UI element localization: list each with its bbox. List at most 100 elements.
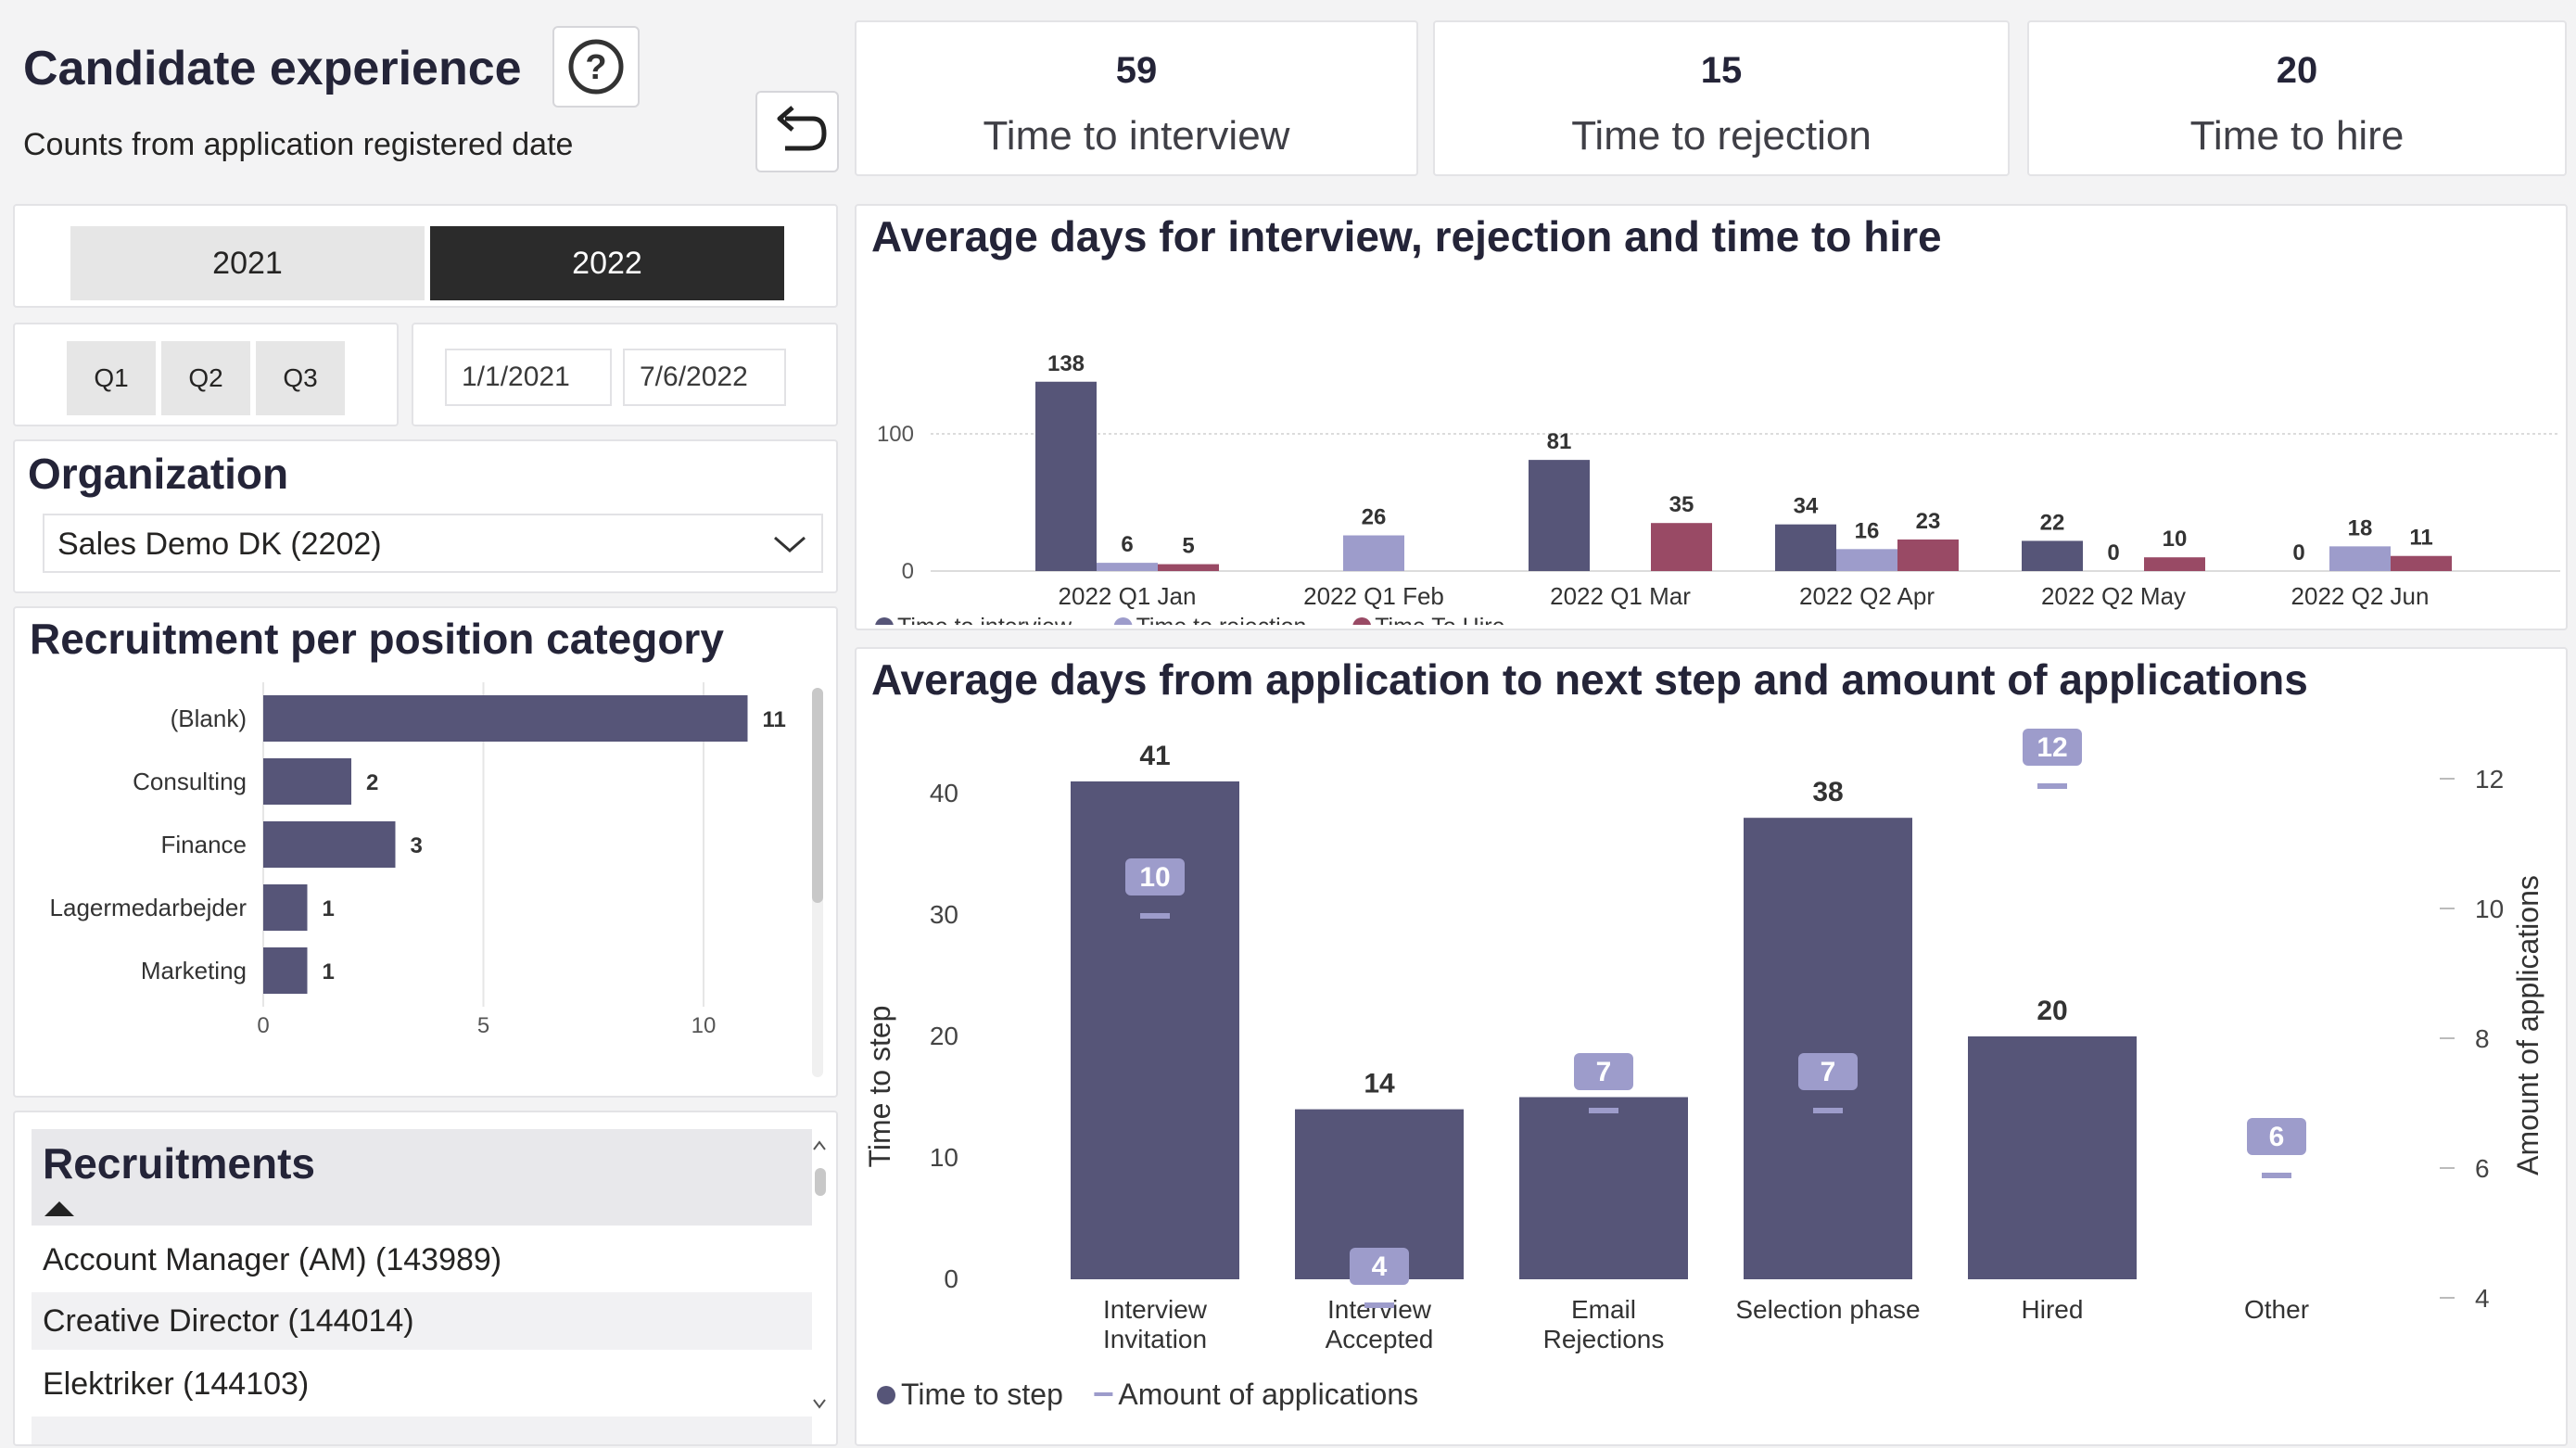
y2-tick-label: 8 [2475,1024,2490,1053]
y-tick-label: 100 [877,422,914,447]
organization-dropdown[interactable]: Sales Demo DK (2202) [43,514,823,573]
kpi-value: 20 [2276,50,2318,91]
data-label-box [2247,1118,2306,1155]
scrollbar-thumb[interactable] [812,688,823,903]
page-subtitle: Counts from application registered date [23,127,574,162]
bar [263,947,308,994]
x-tick-label: 2022 Q1 Mar [1550,582,1691,610]
x-tick-label: Interview [1327,1295,1432,1324]
data-label: 1 [323,959,335,984]
data-label: 7 [1821,1057,1836,1087]
recruitment-item[interactable]: Account Manager (AM) (143989) [43,1241,502,1277]
bar [263,758,351,805]
bar [2022,540,2083,571]
y2-tick-label: 4 [2475,1284,2490,1313]
x-tick-label: Invitation [1103,1325,1207,1353]
data-label: 35 [1669,492,1694,517]
y2-tick-label: 10 [2475,895,2504,923]
y-tick-label: 0 [944,1264,958,1293]
quarter-slicer: Q1 Q2 Q3 [13,323,399,426]
data-label-box [1125,858,1185,895]
bar [263,695,748,742]
date-from-input[interactable]: 1/1/2021 [445,349,612,406]
undo-button[interactable] [755,91,839,172]
kpi-label: Time to rejection [1571,113,1872,159]
data-label: 18 [2348,515,2373,540]
steps-title: Average days from application to next st… [871,655,2308,704]
legend-label: Time to interview [897,614,1072,625]
chevron-down-icon [774,536,806,553]
data-label: 34 [1794,494,1819,519]
position-category-title: Recruitment per position category [30,615,724,663]
kpi-card-time-to-rejection: 15 Time to rejection [1433,20,2010,176]
y-axis-title: Time to step [863,1006,896,1168]
quarter-button-q3[interactable]: Q3 [256,341,345,415]
svg-text:?: ? [585,48,606,87]
x-tick-label: 0 [257,1013,269,1038]
bar [1071,781,1239,1279]
bar [2391,555,2452,571]
data-label: 12 [2037,732,2067,763]
x-tick-label: 2022 Q1 Jan [1059,582,1197,610]
bar [1775,524,1836,571]
data-label: 11 [763,707,786,732]
legend-marker [1094,1392,1113,1396]
recruitments-panel: Recruitments Account Manager (AM) (14398… [13,1111,838,1446]
x-tick-label: Other [2244,1295,2309,1324]
page-title: Candidate experience [23,42,522,95]
quarter-button-q2[interactable]: Q2 [161,341,250,415]
scrollbar-track[interactable] [812,688,823,1077]
year-button-2021[interactable]: 2021 [70,226,425,300]
recruitments-title: Recruitments [43,1139,315,1188]
legend-marker [875,617,894,625]
help-button[interactable]: ? [552,26,640,108]
organization-title: Organization [28,450,289,498]
year-button-2022[interactable]: 2022 [430,226,784,300]
line-marker [1140,913,1170,919]
data-label: 20 [2037,996,2067,1026]
x-tick-label: Email [1571,1295,1636,1324]
legend-label: Time to step [901,1378,1063,1411]
data-label: 26 [1362,505,1387,530]
year-slicer: 2021 2022 [13,204,838,308]
data-label-box [1574,1053,1633,1090]
y2-tick-label: 12 [2475,765,2504,794]
bar [1519,1097,1688,1279]
x-tick-label: Interview [1103,1295,1208,1324]
x-tick-label: Selection phase [1735,1295,1920,1324]
data-label-box [1798,1053,1858,1090]
scroll-up-icon[interactable] [810,1137,829,1155]
bar [2144,557,2205,571]
category-label: (Blank) [171,705,247,732]
line-marker [2037,783,2067,789]
line-marker [1589,1108,1618,1113]
recruitment-item-partial[interactable] [32,1416,812,1444]
x-tick-label: Rejections [1543,1325,1665,1353]
legend-label: Amount of applications [1118,1378,1418,1411]
organization-dropdown-value: Sales Demo DK (2202) [57,527,382,562]
bar [263,884,308,931]
steps-chart: 0 10 20 30 40 4 6 8 10 12 Time to step Amount of ap… [863,729,2544,1411]
scroll-down-icon[interactable] [810,1394,829,1413]
bar [1897,539,1959,571]
monthly-averages-panel: Average days for interview, rejection an… [855,204,2568,630]
legend-label: Time to rejection [1136,614,1307,625]
x-tick-label: Hired [2022,1295,2084,1324]
y-tick-label: 40 [930,779,958,807]
category-label: Consulting [133,768,247,795]
y-tick-label: 0 [902,559,914,584]
kpi-label: Time to hire [2189,113,2405,159]
recruitments-scrollbar[interactable] [810,1124,829,1429]
recruitments-header[interactable]: Recruitments [32,1129,812,1226]
data-label: 11 [2409,526,2432,551]
y2-tick-label: 6 [2475,1154,2490,1183]
x-tick-label: Accepted [1326,1325,1434,1353]
recruitment-item[interactable]: Creative Director (144014) [32,1292,812,1350]
undo-arrow-icon [777,106,827,151]
date-to-input[interactable]: 7/6/2022 [623,349,786,406]
scrollbar-thumb[interactable] [815,1168,826,1196]
y-tick-label: 30 [930,900,958,929]
quarter-button-q1[interactable]: Q1 [67,341,156,415]
recruitment-item[interactable]: Elektriker (144103) [43,1365,310,1402]
